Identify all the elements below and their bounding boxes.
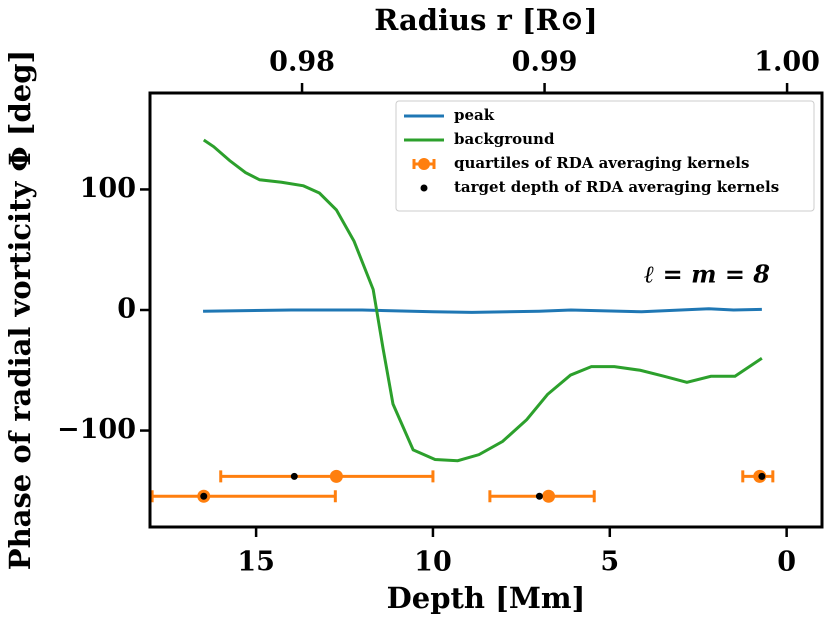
legend-box [395,100,815,212]
marker [535,492,543,500]
legend-label: background [454,130,555,148]
legend-label: quartiles of RDA averaging kernels [454,154,749,172]
legend-marker [420,184,428,192]
x2-tick-label: 1.00 [754,47,820,78]
line [203,307,762,314]
x-tick-label: 15 [237,547,275,578]
legend-label: peak [454,106,495,124]
plot-area [150,138,775,503]
x2-axis-label: Radius r [R⊙] [374,3,598,37]
y-tick-label: −100 [57,414,136,445]
x-tick-label: 5 [600,547,619,578]
annotation: ℓ = m = 8 [644,260,770,289]
y-axis-label: Phase of radial vorticity Φ [deg] [3,50,37,570]
x-tick-label: 0 [777,547,796,578]
y-tick-label: 100 [80,173,136,204]
x-axis-label: Depth [Mm] [387,581,586,615]
marker [290,472,298,480]
x2-tick-label: 0.98 [269,47,335,78]
legend-marker [418,158,430,170]
x2-tick-label: 0.99 [512,47,578,78]
marker [542,489,556,503]
line [202,138,763,463]
plot-frame [148,91,824,529]
marker [200,492,208,500]
legend-label: target depth of RDA averaging kernels [454,178,779,196]
x-tick-label: 10 [414,547,452,578]
marker [758,472,766,480]
y-tick-label: 0 [117,294,136,325]
marker [329,469,343,483]
